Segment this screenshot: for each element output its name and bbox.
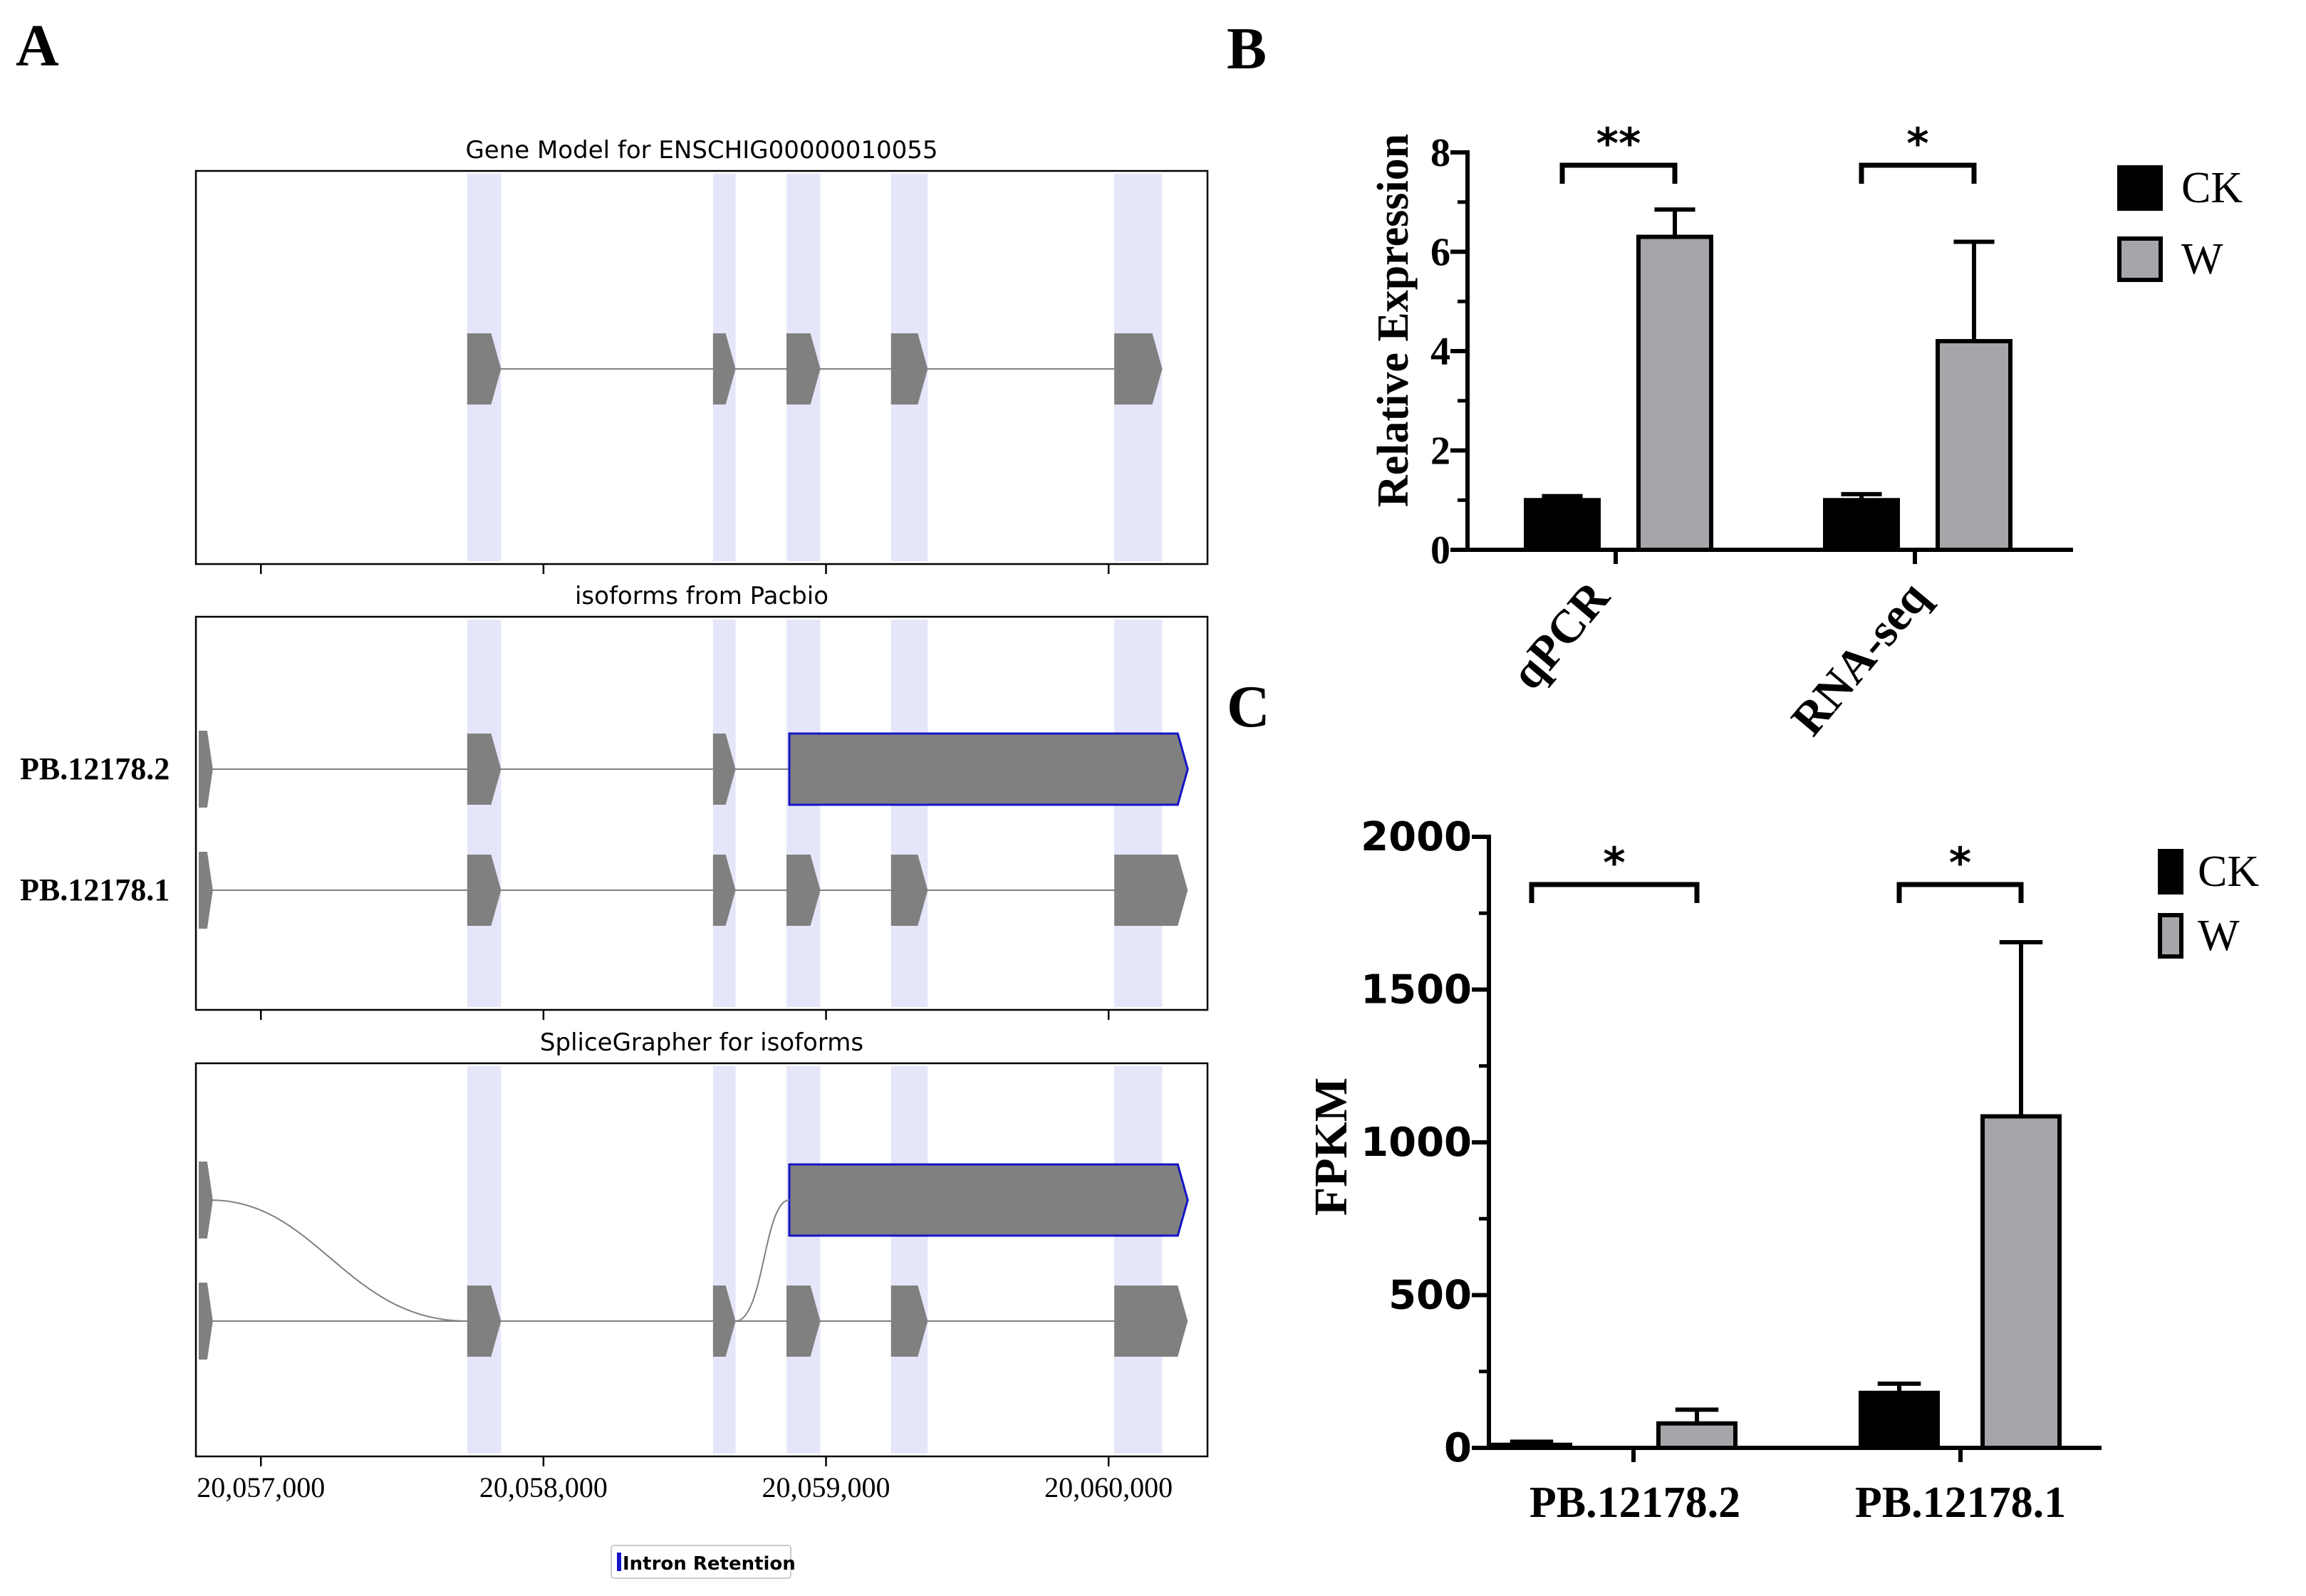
genomic-tick-label: 20,059,000 (762, 1471, 890, 1503)
exon (467, 734, 502, 805)
track-label-pb12178-1: PB.12178.1 (20, 872, 170, 907)
bar-ck (1859, 1390, 1940, 1451)
chart-b-ytick-label: 0 (1430, 528, 1450, 573)
bar-w (1936, 339, 2012, 552)
chart-b-legend-ck-swatch (2117, 165, 2163, 211)
exon (890, 333, 928, 405)
chart-b-ytick-label: 8 (1430, 131, 1450, 175)
genomic-tick-label: 20,058,000 (479, 1471, 608, 1503)
bar-ck (1524, 498, 1601, 552)
chart-c-category-label: PB.12178.2 (1529, 1478, 1740, 1527)
intron-retention-legend-label: Intron Retention (623, 1553, 796, 1575)
splice-junction-curve (209, 1199, 467, 1322)
chart-c-significance: * (1949, 838, 1971, 888)
exon-highlight-band (786, 1066, 821, 1454)
chart-b-ylabel: Relative Expression (1369, 134, 1418, 507)
exon (788, 1163, 1189, 1237)
genomic-tick-label: 20,060,000 (1044, 1471, 1173, 1503)
exon (890, 855, 928, 926)
chart-c-ytick-label: 0 (1444, 1425, 1472, 1471)
exon (712, 855, 736, 926)
chart-b-significance: * (1906, 119, 1928, 169)
chart-b-category-label: RNA-seq (1782, 571, 1939, 745)
panel-label-b: B (1227, 16, 1267, 82)
exon (712, 1285, 736, 1357)
chart-b-category-label: qPCR (1501, 571, 1621, 699)
exon-highlight-band (1114, 1066, 1163, 1454)
significance-bracket (1896, 882, 2024, 903)
gene-panel-frame (194, 615, 1209, 1011)
genomic-tick-label: 20,057,000 (197, 1471, 325, 1503)
chart-c-ylabel: FPKM (1305, 1078, 1357, 1216)
pacbio-isoforms-title: isoforms from Pacbio (575, 582, 829, 610)
exon (786, 855, 821, 926)
chart-b-legend-w-swatch (2117, 236, 2163, 282)
bar-ck (1823, 498, 1900, 552)
exon (198, 1162, 213, 1238)
exon-highlight-band (712, 1066, 736, 1454)
chart-b-ytick-label: 2 (1430, 429, 1450, 474)
exon (786, 1285, 821, 1357)
track-label-pb12178-2: PB.12178.2 (20, 751, 170, 786)
chart-b-significance: ** (1596, 119, 1641, 169)
chart-b-legend-w-label: W (2181, 235, 2223, 283)
exon-highlight-band (712, 620, 736, 1007)
chart-c-category-label: PB.12178.1 (1855, 1478, 2066, 1527)
panel-label-c: C (1227, 674, 1270, 740)
exon-highlight-band (890, 620, 928, 1007)
splicegrapher-title: SpliceGrapher for isoforms (540, 1028, 863, 1057)
chart-c-ytick-label: 1000 (1361, 1120, 1472, 1166)
bar-w (1980, 1114, 2062, 1451)
exon (467, 333, 502, 405)
chart-c-legend-w-swatch (2158, 913, 2183, 959)
intron-retention-legend-box (611, 1545, 791, 1579)
exon (198, 852, 213, 929)
gene-panel-frame (194, 169, 1209, 565)
gene-model-title: Gene Model for ENSCHIG00000010055 (465, 136, 938, 165)
exon-highlight-band (890, 1066, 928, 1454)
bar-ck (1491, 1442, 1572, 1450)
bar-w (1636, 234, 1713, 552)
intron-retention-swatch (617, 1553, 621, 1571)
exon (198, 731, 213, 808)
exon-highlight-band (467, 620, 502, 1007)
chart-b-ytick-label: 6 (1430, 231, 1450, 275)
chart-b-legend-ck-label: CK (2181, 164, 2243, 212)
gene-panel-frame (194, 1062, 1209, 1458)
chart-c-ytick-label: 2000 (1361, 814, 1472, 860)
exon (1114, 1285, 1188, 1357)
chart-c-legend-ck-label: CK (2198, 847, 2259, 896)
chart-c-legend-w-label: W (2198, 912, 2240, 960)
exon (198, 1283, 213, 1360)
exon-highlight-band (1114, 620, 1163, 1007)
exon-highlight-band (467, 1066, 502, 1454)
significance-bracket (1859, 162, 1977, 184)
exon-highlight-band (786, 620, 821, 1007)
exon (712, 734, 736, 805)
splice-junction-curve (735, 1199, 790, 1322)
chart-c-legend-ck-swatch (2158, 849, 2183, 895)
chart-c-significance: * (1603, 838, 1625, 888)
exon (788, 732, 1189, 806)
chart-b-ytick-label: 4 (1430, 330, 1450, 374)
panel-label-a: A (16, 13, 59, 79)
significance-bracket (1559, 162, 1678, 184)
exon (467, 1285, 502, 1357)
exon (712, 333, 736, 405)
exon (890, 1285, 928, 1357)
chart-c-ytick-label: 500 (1388, 1273, 1472, 1319)
significance-bracket (1529, 882, 1700, 903)
bar-w (1656, 1421, 1738, 1451)
exon (786, 333, 821, 405)
exon (1114, 333, 1163, 405)
exon (467, 855, 502, 926)
chart-c-ytick-label: 1500 (1361, 967, 1472, 1013)
exon (1114, 855, 1188, 926)
